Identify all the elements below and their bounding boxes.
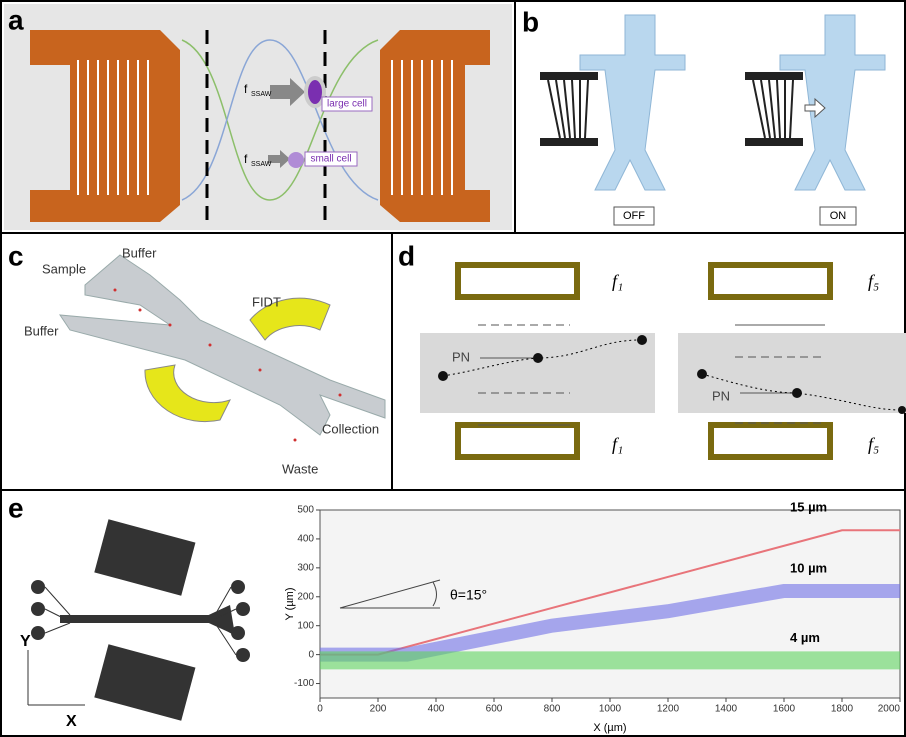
panel-d: PN PN f₁ f₁ f₅ f₅ d (398, 240, 906, 460)
force-subscript: SSAW (251, 91, 272, 98)
small-cell-label: small cell (310, 154, 351, 165)
panel-b: OFF ON b (522, 6, 885, 225)
x-tick-label: 1600 (773, 704, 796, 715)
axis-label: Y (20, 633, 31, 650)
particle-label: PN (452, 349, 470, 364)
series-label: 15 µm (790, 500, 827, 515)
x-tick-label: 2000 (878, 704, 901, 715)
y-tick-label: 500 (297, 505, 314, 516)
x-tick-label: 1800 (831, 704, 854, 715)
panel-label: c (8, 240, 24, 271)
frequency-label: f₁ (612, 434, 623, 454)
y-tick-label: 200 (297, 591, 314, 602)
x-tick-label: 1200 (657, 704, 680, 715)
x-tick-label: 800 (544, 704, 561, 715)
inlet-label: Sample (42, 261, 86, 276)
transducer-label: FIDT (252, 294, 281, 309)
y-tick-label: 100 (297, 620, 314, 631)
axis-label: X (66, 713, 77, 730)
outlet-label: Collection (322, 421, 379, 436)
x-tick-label: 600 (486, 704, 503, 715)
state-label: OFF (623, 210, 645, 222)
panel-a: f SSAW f SSAW large cell small cell a (4, 4, 512, 230)
panel-label: e (8, 492, 24, 523)
x-tick-label: 0 (317, 704, 323, 715)
x-tick-label: 1400 (715, 704, 738, 715)
inlet-label: Buffer (24, 323, 59, 338)
panel-c: Sample Buffer Buffer FIDT Collection Was… (8, 240, 385, 476)
x-tick-label: 200 (370, 704, 387, 715)
y-tick-label: 0 (308, 649, 314, 660)
state-label: ON (830, 210, 847, 222)
frequency-label: f₁ (612, 271, 623, 291)
x-tick-label: 400 (428, 704, 445, 715)
y-tick-label: -100 (294, 678, 314, 689)
angle-label: θ=15° (450, 587, 487, 603)
y-axis-label: Y (µm) (284, 587, 296, 620)
panel-label: b (522, 6, 539, 37)
frequency-label: f₅ (868, 271, 879, 291)
force-subscript: SSAW (251, 161, 272, 168)
x-tick-label: 1000 (599, 704, 622, 715)
frequency-label: f₅ (868, 434, 879, 454)
outlet-label: Waste (282, 461, 318, 476)
panel-e: Y X e θ=15° (8, 492, 900, 730)
y-tick-label: 400 (297, 534, 314, 545)
inlet-label: Buffer (122, 245, 157, 260)
y-tick-label: 300 (297, 562, 314, 573)
panel-label: a (8, 4, 24, 35)
figure: f SSAW f SSAW large cell small cell a OF… (0, 0, 906, 737)
series-label: 10 µm (790, 560, 827, 575)
particle-label: PN (712, 388, 730, 403)
series-label: 4 µm (790, 630, 820, 645)
x-axis-label: X (µm) (593, 722, 626, 734)
large-cell-label: large cell (327, 99, 367, 110)
panel-label: d (398, 240, 415, 271)
